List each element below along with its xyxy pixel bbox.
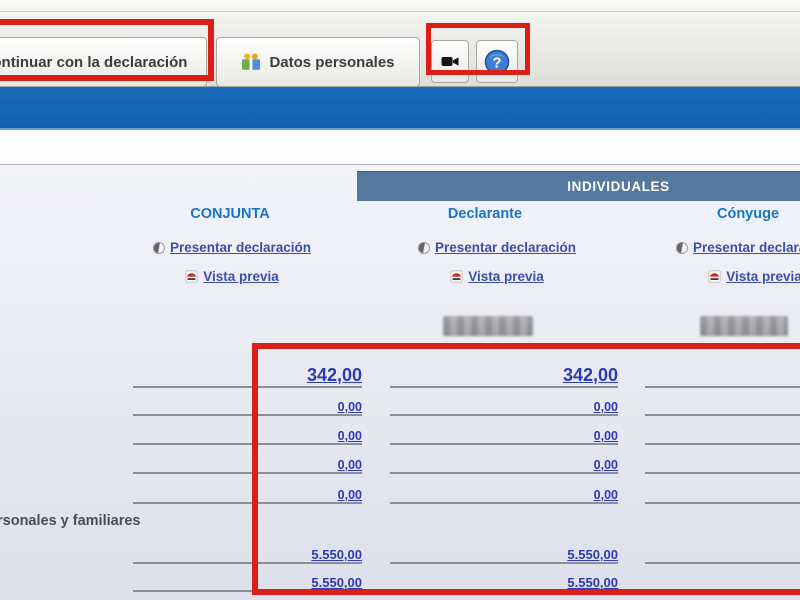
globe-icon xyxy=(675,241,688,254)
amount-link[interactable]: 0,00 xyxy=(337,400,362,414)
datos-personales-button[interactable]: Datos personales xyxy=(216,37,420,87)
continue-declaration-label: Continuar con la declaración xyxy=(0,53,188,71)
amount-link[interactable]: 0,00 xyxy=(337,429,362,443)
column-header-conyuge: Cónyuge xyxy=(716,206,780,222)
present-link-label[interactable]: Presentar declaración xyxy=(692,240,800,255)
amount-link[interactable]: 0,00 xyxy=(593,429,618,443)
redacted-value-conyuge xyxy=(700,316,788,336)
preview-link-declarante[interactable]: Vista previa xyxy=(385,269,609,284)
amount-cell-empty xyxy=(645,484,800,504)
continue-declaration-button[interactable]: Continuar con la declaración xyxy=(0,37,207,87)
pdf-icon xyxy=(450,270,463,283)
present-link-label[interactable]: Presentar declaración xyxy=(434,240,577,255)
amount-cell: 342,00 xyxy=(133,350,362,388)
video-button[interactable] xyxy=(431,40,469,83)
amount-cell: 0,00 xyxy=(390,396,618,416)
preview-link-label[interactable]: Vista previa xyxy=(203,269,279,284)
individuales-group-header: INDIVIDUALES xyxy=(357,171,800,201)
preview-link-label[interactable]: Vista previa xyxy=(468,269,544,284)
help-button[interactable]: ? xyxy=(476,40,518,83)
column-header-conjunta: CONJUNTA xyxy=(190,206,270,222)
amount-link[interactable]: 0,00 xyxy=(337,458,362,472)
amount-link[interactable]: 0,00 xyxy=(593,458,618,472)
redacted-value-declarante xyxy=(443,316,533,336)
amount-cell: 5.550,00 xyxy=(133,544,362,564)
amount-cell: 0,00 xyxy=(133,425,362,445)
present-link-conjunta[interactable]: Presentar declaración xyxy=(120,240,344,255)
results-panel: INDIVIDUALES CONJUNTA Declarante Cónyuge… xyxy=(0,165,800,600)
help-icon: ? xyxy=(484,49,510,75)
individuales-label: INDIVIDUALES xyxy=(567,179,670,194)
amount-cell: 0,00 xyxy=(390,454,618,474)
amount-cell: 0,00 xyxy=(390,425,618,445)
amount-cell-empty xyxy=(645,425,800,445)
amount-cell: 0,00 xyxy=(390,484,618,504)
present-link-label[interactable]: Presentar declaración xyxy=(169,240,312,255)
globe-icon xyxy=(417,241,430,254)
amount-link[interactable]: 5.550,00 xyxy=(311,547,362,562)
toolbar: Continuar con la declaración Datos perso… xyxy=(0,12,800,87)
amount-cell: 342,00 xyxy=(390,350,618,388)
amount-link[interactable]: 0,00 xyxy=(593,400,618,414)
amount-cell-empty xyxy=(645,544,800,564)
amount-link[interactable]: 0,00 xyxy=(593,488,618,502)
preview-link-conyuge[interactable]: Vista previa xyxy=(643,269,800,284)
pdf-icon xyxy=(185,270,198,283)
page-header-bar xyxy=(0,87,800,130)
preview-link-label[interactable]: Vista previa xyxy=(726,269,800,284)
amount-cell-empty xyxy=(645,350,800,388)
amount-cell: 5.550,00 xyxy=(133,572,362,592)
datos-personales-icon xyxy=(241,52,261,72)
amount-cell: 0,00 xyxy=(133,396,362,416)
amount-cell: 0,00 xyxy=(133,484,362,504)
present-link-conyuge[interactable]: Presentar declaración xyxy=(643,240,800,255)
section-label: rsonales y familiares xyxy=(0,513,141,529)
video-camera-icon xyxy=(441,54,460,69)
window-top-strip xyxy=(0,0,800,12)
amount-link[interactable]: 0,00 xyxy=(337,488,362,502)
globe-icon xyxy=(152,241,165,254)
column-header-band xyxy=(105,202,800,230)
amount-cell: 0,00 xyxy=(133,454,362,474)
subheader-band xyxy=(0,130,800,165)
amount-cell-empty xyxy=(645,454,800,474)
amount-cell: 5.550,00 xyxy=(390,544,618,564)
amount-link[interactable]: 5.550,00 xyxy=(567,575,618,590)
amount-cell-empty xyxy=(645,572,800,592)
amount-link[interactable]: 342,00 xyxy=(306,365,362,385)
column-header-declarante: Declarante xyxy=(447,206,523,222)
help-glyph: ? xyxy=(492,54,501,71)
datos-personales-label: Datos personales xyxy=(269,53,395,71)
amount-cell: 5.550,00 xyxy=(390,572,618,592)
preview-link-conjunta[interactable]: Vista previa xyxy=(120,269,344,284)
pdf-icon xyxy=(708,270,721,283)
amount-cell-empty xyxy=(645,396,800,416)
amount-link[interactable]: 5.550,00 xyxy=(311,575,362,590)
present-link-declarante[interactable]: Presentar declaración xyxy=(385,240,609,255)
amount-link[interactable]: 342,00 xyxy=(562,365,618,385)
amount-link[interactable]: 5.550,00 xyxy=(567,547,618,562)
